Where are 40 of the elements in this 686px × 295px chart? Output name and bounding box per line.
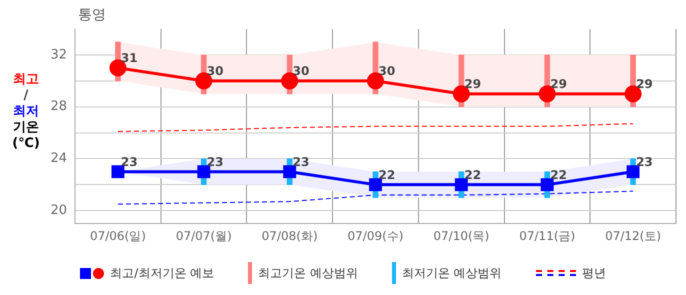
data-label: 30 [292, 64, 310, 78]
x-tick-label: 07/12(토) [605, 228, 662, 243]
line-series [117, 123, 634, 132]
data-label: 29 [550, 76, 567, 91]
chart-title: 통영 [78, 6, 106, 24]
data-label: 29 [636, 76, 653, 91]
y-tick-label: 28 [50, 99, 67, 114]
point [283, 165, 296, 178]
y-tick-label: 32 [50, 47, 67, 62]
legend-label: 최저기온 예상범위 [402, 264, 502, 282]
x-tick-label: 07/08(화) [262, 228, 318, 243]
point [540, 178, 554, 192]
legend-label: 최고기온 예상범위 [258, 264, 358, 282]
data-label: 30 [378, 64, 396, 78]
data-label: 29 [464, 76, 482, 91]
point [626, 165, 640, 178]
line-series [117, 190, 634, 205]
point [197, 165, 210, 178]
data-label: 31 [120, 51, 138, 66]
x-tick-label: 07/10(목) [433, 228, 490, 243]
data-label: 22 [550, 168, 567, 182]
data-label: 30 [206, 64, 224, 78]
x-tick-label: 07/09(수) [348, 228, 404, 243]
x-tick-label: 07/07(월) [176, 228, 232, 243]
data-label: 23 [120, 154, 138, 169]
point [369, 178, 382, 192]
data-label: 22 [378, 168, 396, 182]
legend-label: 최고/최저기온 예보 [110, 264, 214, 282]
legend-label: 평년 [582, 264, 606, 282]
x-tick-label: 07/11(금) [519, 228, 576, 243]
x-tick-label: 07/06(일) [90, 228, 146, 243]
point [454, 178, 468, 192]
point [111, 165, 124, 178]
y-axis-title: 최고 / 최저 기온 (℃) [11, 72, 41, 152]
data-label: 23 [636, 154, 653, 169]
data-label: 23 [292, 154, 310, 169]
data-label: 22 [464, 168, 482, 182]
data-label: 23 [206, 154, 224, 169]
y-tick-label: 24 [50, 151, 67, 166]
y-tick-label: 20 [50, 203, 67, 218]
